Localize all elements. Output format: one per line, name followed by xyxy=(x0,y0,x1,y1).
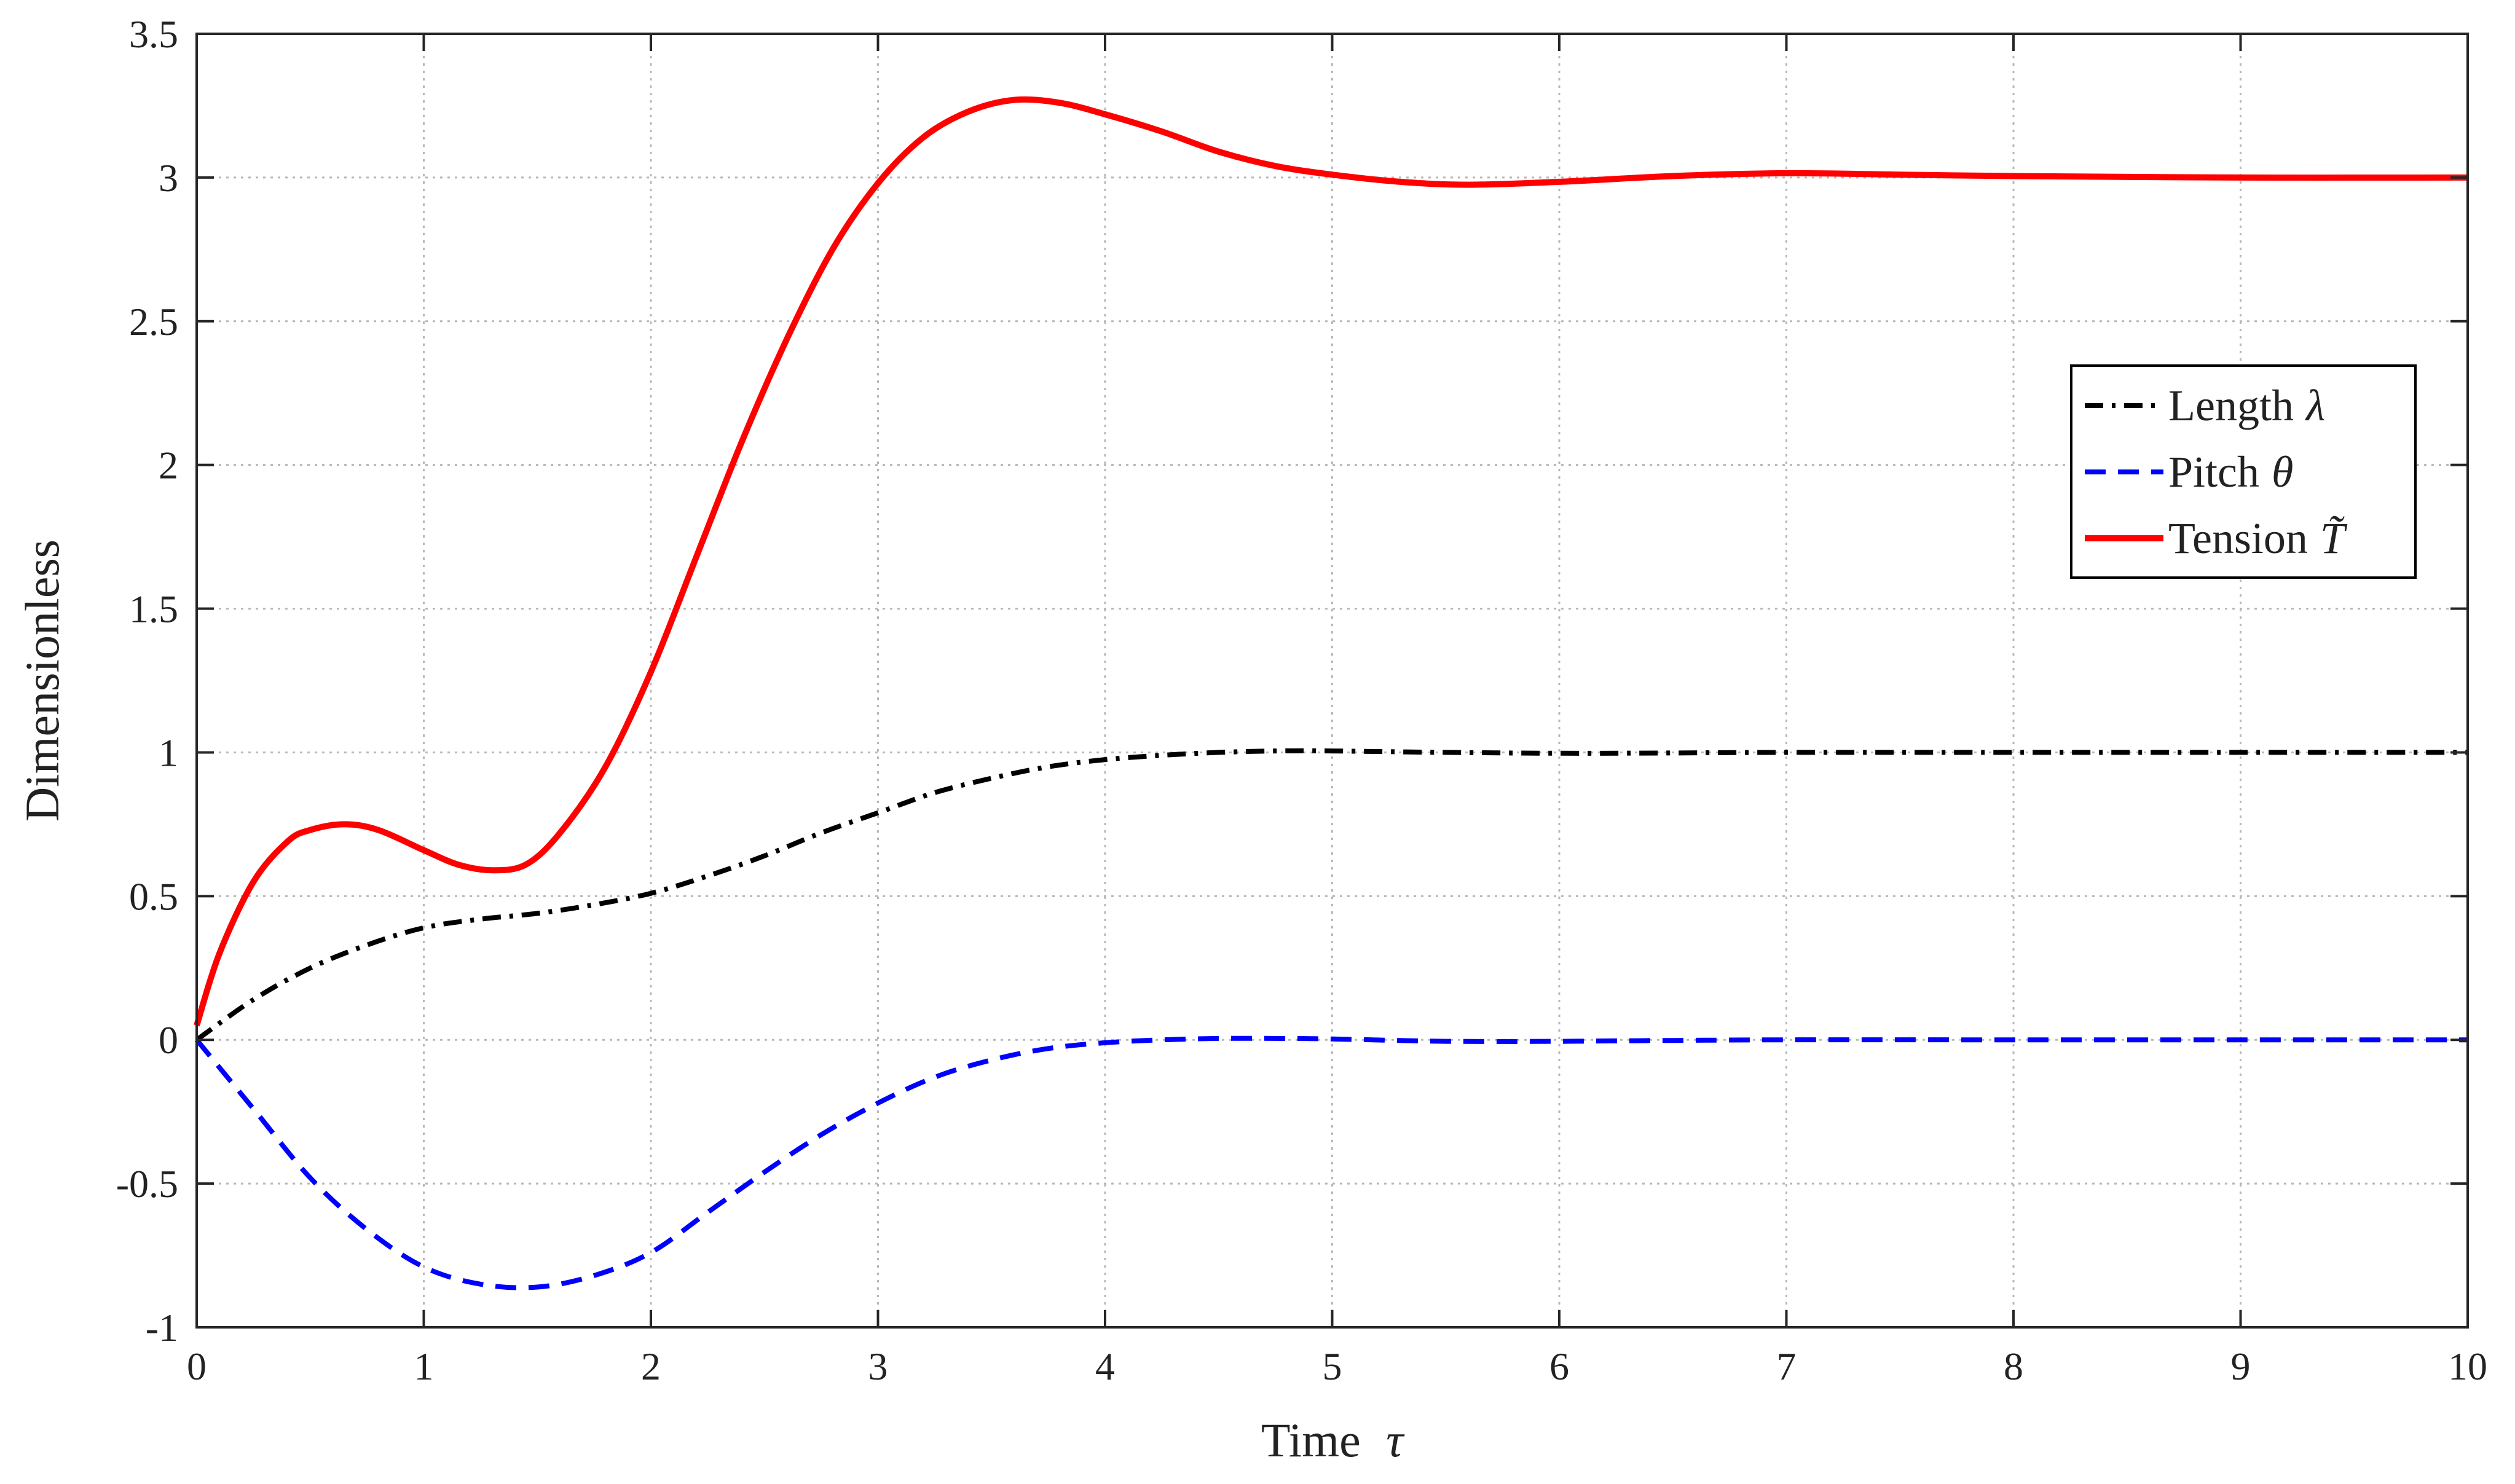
legend-label-length: Length λ xyxy=(2168,381,2325,430)
series-lines xyxy=(194,96,2468,1290)
series-line-tension xyxy=(194,96,2468,1027)
x-tick-label: 2 xyxy=(641,1345,661,1388)
x-axis-label-symbol: τ xyxy=(1386,1413,1405,1467)
x-tick-label: 4 xyxy=(1095,1345,1115,1388)
y-tick-label: 2 xyxy=(159,444,178,487)
legend-label-symbol: λ xyxy=(2305,381,2325,430)
y-tick-label: -1 xyxy=(146,1306,178,1349)
tick-labels: 0 1 2 3 4 5 6 7 8 9 10 -1 -0.5 0 0.5 1 1.5 2 2.5 3 3.5 xyxy=(116,12,2487,1388)
y-tick-label: 2.5 xyxy=(129,300,178,344)
legend-label-symbol: T̃ xyxy=(2320,514,2348,563)
y-tick-label: 1.5 xyxy=(129,587,178,631)
x-tick-label: 1 xyxy=(414,1345,434,1388)
legend-label-symbol: θ xyxy=(2272,447,2293,497)
y-tick-label: 3 xyxy=(159,156,178,200)
x-tick-label: 10 xyxy=(2448,1345,2487,1388)
y-tick-label: 0.5 xyxy=(129,874,178,918)
legend-label-name: Tension xyxy=(2168,514,2308,563)
y-tick-label: -0.5 xyxy=(116,1162,178,1206)
x-tick-label: 7 xyxy=(1777,1345,1797,1388)
x-tick-label: 5 xyxy=(1323,1345,1342,1388)
series-line-length xyxy=(195,748,2468,1042)
x-tick-label: 6 xyxy=(1549,1345,1569,1388)
x-axis-label: Time τ xyxy=(1261,1413,1405,1467)
series-line-pitch xyxy=(194,1035,2468,1290)
y-tick-label: 1 xyxy=(159,731,178,774)
y-axis-label: Dimensionless xyxy=(15,540,69,822)
x-tick-label: 8 xyxy=(2004,1345,2023,1388)
legend-item-length: Length λ xyxy=(2085,381,2325,430)
y-tick-label: 0 xyxy=(159,1018,178,1062)
x-tick-label: 3 xyxy=(868,1345,888,1388)
grid xyxy=(195,33,2469,1329)
x-tick-label: 9 xyxy=(2231,1345,2251,1388)
legend-label-tension: Tension T̃ xyxy=(2168,514,2348,563)
x-tick-label: 0 xyxy=(187,1345,207,1388)
legend-label-pitch: Pitch θ xyxy=(2168,447,2293,497)
x-axis-label-text: Time xyxy=(1261,1413,1361,1467)
legend-label-name: Pitch xyxy=(2168,447,2259,497)
legend-item-pitch: Pitch θ xyxy=(2085,447,2293,497)
legend-item-tension: Tension T̃ xyxy=(2085,514,2348,563)
legend-label-name: Length xyxy=(2168,381,2294,430)
axes xyxy=(195,33,2469,1329)
y-tick-label: 3.5 xyxy=(129,12,178,56)
